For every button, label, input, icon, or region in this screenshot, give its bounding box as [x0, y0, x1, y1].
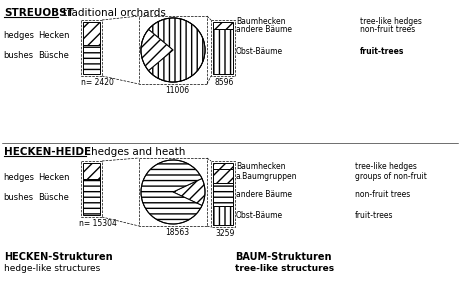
Bar [83, 46, 100, 74]
Text: n= 2420: n= 2420 [81, 78, 114, 87]
Text: Obst-Bäume: Obst-Bäume [235, 211, 282, 220]
Text: groups of non-fruit: groups of non-fruit [354, 171, 426, 180]
Bar [213, 22, 233, 29]
Bar [83, 179, 100, 215]
Wedge shape [141, 160, 202, 224]
Text: 8596: 8596 [214, 78, 234, 87]
Bar [213, 169, 233, 183]
Text: 3259: 3259 [214, 229, 234, 238]
Bar [213, 29, 233, 74]
Text: n= 15304: n= 15304 [79, 219, 117, 228]
Wedge shape [141, 29, 173, 70]
Text: Hecken: Hecken [38, 30, 69, 39]
Text: HECKEN-Strukturen: HECKEN-Strukturen [4, 252, 112, 262]
Text: non-fruit trees: non-fruit trees [354, 190, 409, 199]
Text: fruit-trees: fruit-trees [359, 47, 403, 56]
Wedge shape [148, 18, 205, 82]
Text: Baumhecken: Baumhecken [235, 162, 285, 171]
Text: tree-like hedges: tree-like hedges [354, 162, 416, 171]
Text: andere Bäume: andere Bäume [235, 25, 291, 34]
Text: tree-like hedges: tree-like hedges [359, 17, 421, 26]
Text: 11006: 11006 [165, 86, 189, 95]
Bar [213, 206, 233, 225]
Text: hedges and heath: hedges and heath [91, 147, 185, 157]
Text: 18563: 18563 [165, 228, 189, 237]
Text: Obst-Bäume: Obst-Bäume [235, 47, 282, 56]
Bar [83, 22, 100, 46]
Text: BAUM-Strukturen: BAUM-Strukturen [235, 252, 331, 262]
Text: Hecken: Hecken [38, 173, 69, 182]
Text: andere Bäume: andere Bäume [235, 190, 291, 199]
Bar [213, 183, 233, 206]
Wedge shape [141, 29, 173, 70]
Text: hedges: hedges [3, 173, 34, 182]
Text: Baumhecken: Baumhecken [235, 17, 285, 26]
Wedge shape [173, 178, 205, 206]
Text: tree-like structures: tree-like structures [235, 264, 333, 273]
Wedge shape [148, 18, 205, 82]
Text: non-fruit trees: non-fruit trees [359, 25, 414, 34]
Text: bushes: bushes [3, 50, 33, 59]
Text: hedge-like structures: hedge-like structures [4, 264, 100, 273]
Text: a.Baumgruppen: a.Baumgruppen [235, 171, 297, 180]
Text: bushes: bushes [3, 193, 33, 202]
Bar [83, 163, 100, 179]
Text: HECKEN-HEIDE: HECKEN-HEIDE [4, 147, 91, 157]
Text: STREUOBST: STREUOBST [4, 8, 74, 18]
Bar [213, 163, 233, 169]
Text: Büsche: Büsche [38, 193, 69, 202]
Text: traditional orchards: traditional orchards [63, 8, 166, 18]
Text: fruit-trees: fruit-trees [354, 211, 392, 220]
Text: Büsche: Büsche [38, 50, 69, 59]
Text: hedges: hedges [3, 30, 34, 39]
